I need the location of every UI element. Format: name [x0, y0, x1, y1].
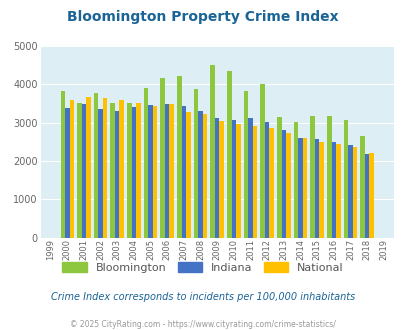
Bar	[110, 103, 115, 238]
Bar	[219, 121, 224, 238]
Bar	[152, 106, 157, 238]
Bar	[131, 108, 136, 238]
Bar	[260, 84, 264, 238]
Bar	[86, 97, 90, 238]
Bar	[331, 142, 335, 238]
Bar	[352, 147, 356, 238]
Bar	[115, 111, 119, 238]
Bar	[269, 128, 273, 238]
Bar	[143, 87, 148, 238]
Bar	[326, 116, 331, 238]
Bar	[369, 153, 373, 238]
Bar	[119, 100, 124, 238]
Bar	[210, 65, 214, 238]
Text: Crime Index corresponds to incidents per 100,000 inhabitants: Crime Index corresponds to incidents per…	[51, 292, 354, 302]
Text: Bloomington Property Crime Index: Bloomington Property Crime Index	[67, 10, 338, 24]
Bar	[94, 93, 98, 238]
Bar	[177, 76, 181, 238]
Bar	[360, 136, 364, 238]
Bar	[164, 104, 169, 238]
Bar	[214, 118, 219, 238]
Bar	[60, 91, 65, 238]
Bar	[98, 109, 102, 238]
Bar	[226, 71, 231, 238]
Bar	[302, 138, 307, 238]
Bar	[148, 105, 152, 238]
Bar	[281, 130, 286, 238]
Bar	[102, 98, 107, 238]
Bar	[65, 108, 69, 238]
Bar	[347, 145, 352, 238]
Bar	[319, 142, 323, 238]
Bar	[286, 133, 290, 238]
Bar	[343, 120, 347, 238]
Bar	[248, 118, 252, 238]
Bar	[181, 106, 185, 238]
Bar	[293, 122, 298, 238]
Bar	[264, 122, 269, 238]
Bar	[236, 123, 240, 238]
Bar	[169, 104, 174, 238]
Legend: Bloomington, Indiana, National: Bloomington, Indiana, National	[58, 258, 347, 278]
Bar	[314, 139, 319, 238]
Bar	[231, 120, 236, 238]
Bar	[277, 117, 281, 238]
Bar	[243, 91, 248, 238]
Bar	[81, 104, 86, 238]
Bar	[69, 100, 74, 238]
Bar	[185, 112, 190, 238]
Bar	[252, 126, 257, 238]
Bar	[364, 154, 369, 238]
Bar	[193, 89, 198, 238]
Bar	[127, 103, 131, 238]
Text: © 2025 CityRating.com - https://www.cityrating.com/crime-statistics/: © 2025 CityRating.com - https://www.city…	[70, 320, 335, 329]
Bar	[198, 111, 202, 238]
Bar	[77, 103, 81, 238]
Bar	[160, 78, 164, 238]
Bar	[136, 103, 140, 238]
Bar	[335, 144, 340, 238]
Bar	[202, 114, 207, 238]
Bar	[310, 116, 314, 238]
Bar	[298, 138, 302, 238]
